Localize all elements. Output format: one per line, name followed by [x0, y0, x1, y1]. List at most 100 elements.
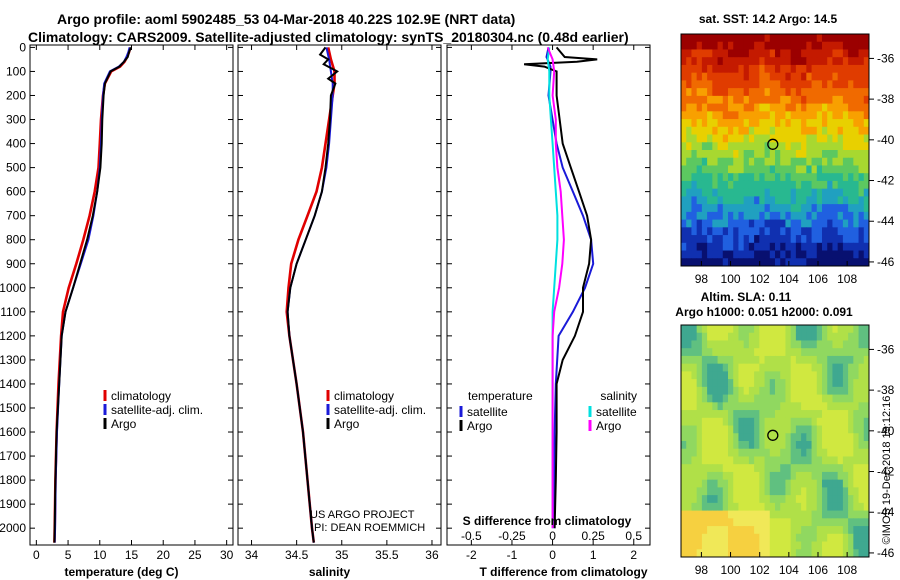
sst-cell [780, 64, 786, 74]
sla-cell [759, 402, 766, 411]
sst-cell [816, 165, 823, 174]
sla-cell [837, 518, 844, 527]
sst-cell [790, 157, 797, 166]
sst-cell [764, 250, 771, 259]
diff-x-axis-label: T difference from climatology [479, 565, 647, 579]
sla-cell [842, 526, 849, 535]
sla-cell [754, 502, 760, 512]
sst-cell [748, 157, 755, 166]
sla-cell [775, 417, 781, 427]
sla-cell [743, 355, 750, 365]
sla-cell [790, 502, 797, 512]
sst-cell [754, 126, 760, 136]
sla-cell [701, 332, 708, 341]
sst-cell [696, 57, 703, 66]
sst-cell [722, 188, 729, 197]
sst-cell [832, 72, 839, 81]
sla-cell [785, 533, 792, 543]
sla-x-tick-label: 102 [750, 563, 770, 577]
sst-cell [769, 150, 776, 159]
sla-cell [733, 379, 739, 388]
sla-cell [795, 541, 802, 550]
sla-cell [816, 425, 823, 434]
sst-cell [863, 134, 870, 143]
sla-y-tick-label: -44 [877, 505, 895, 519]
sla-cell [743, 495, 750, 504]
sla-cell [795, 371, 802, 380]
sla-cell [754, 371, 760, 380]
sst-cell [842, 219, 849, 228]
sst-cell [822, 88, 828, 97]
sst-cell [795, 142, 802, 151]
sst-cell [712, 150, 719, 159]
sla-cell [722, 417, 729, 427]
sla-cell [795, 526, 802, 535]
sla-cell [837, 386, 844, 396]
sst-cell [691, 80, 698, 89]
sla-cell [837, 410, 844, 419]
sst-cell [801, 219, 807, 228]
sst-cell [858, 80, 865, 89]
sla-cell [733, 371, 739, 380]
sla-cell [816, 533, 823, 543]
sst-cell [785, 142, 792, 151]
sst-cell [780, 41, 786, 50]
sst-cell [822, 173, 828, 182]
sla-cell [701, 355, 708, 365]
sst-cell [712, 119, 719, 128]
sst-cell [733, 119, 739, 128]
sla-cell [769, 425, 776, 434]
sla-cell [785, 433, 792, 442]
sst-cell [748, 103, 755, 112]
sst-cell [728, 142, 734, 151]
sst-cell [853, 119, 860, 128]
sla-cell [853, 332, 860, 341]
sla-cell [748, 487, 755, 496]
sla-cell [785, 518, 792, 527]
sst-cell [722, 41, 729, 50]
sla-cell [822, 464, 828, 473]
sst-cell [795, 49, 802, 58]
sla-cell [733, 510, 739, 519]
sla-cell [764, 441, 771, 450]
sst-cell [769, 142, 776, 151]
sst-cell [785, 188, 792, 197]
sst-cell [806, 258, 813, 267]
sla-cell [832, 417, 839, 427]
sst-cell [832, 250, 839, 259]
sla-cell [822, 456, 828, 465]
sla-cell [712, 464, 719, 473]
sst-cell [759, 227, 766, 236]
sla-cell [754, 402, 760, 411]
sla-cell [701, 448, 708, 457]
sla-cell [780, 417, 786, 427]
sst-cell [863, 41, 870, 50]
sst-cell [801, 57, 807, 66]
sla-cell [858, 518, 865, 527]
sst-cell [795, 72, 802, 81]
sst-cell [790, 219, 797, 228]
sst-cell [712, 204, 719, 213]
sst-cell [806, 126, 813, 136]
sla-cell [795, 386, 802, 396]
sla-cell [790, 526, 797, 535]
sla-cell [696, 332, 703, 341]
sla-cell [722, 448, 729, 457]
sst-cell [842, 142, 849, 151]
sst-cell [686, 157, 692, 166]
sst-cell [728, 134, 734, 143]
sla-cell [728, 371, 734, 380]
sla-cell [717, 441, 724, 450]
sla-cell [780, 340, 786, 349]
sst-cell [842, 227, 849, 236]
sst-cell [759, 34, 766, 43]
sla-cell [733, 386, 739, 396]
sla-cell [691, 332, 698, 341]
sla-cell [728, 495, 734, 504]
sla-cell [696, 348, 703, 357]
sst-cell [853, 242, 860, 252]
sst-cell [863, 219, 870, 228]
sst-cell [780, 134, 786, 143]
sst-cell [722, 88, 729, 97]
sst-cell [785, 80, 792, 89]
